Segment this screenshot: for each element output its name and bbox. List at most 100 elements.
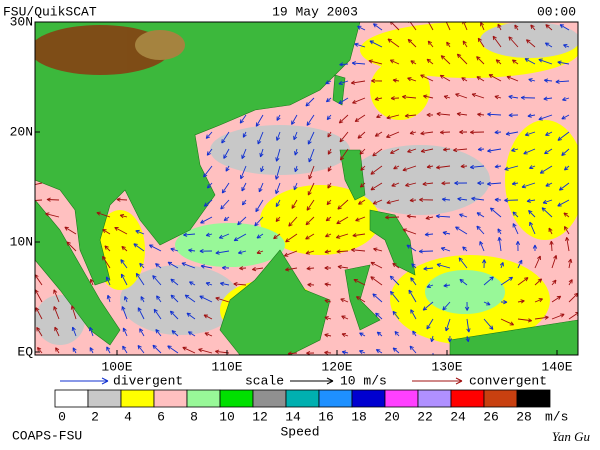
wind-arrow (225, 165, 230, 172)
wind-arrow (105, 276, 111, 286)
wind-arrow (357, 131, 366, 139)
wind-arrow (237, 250, 247, 255)
wind-arrow (459, 278, 468, 286)
wind-arrow (258, 182, 264, 193)
wind-arrow (563, 212, 570, 218)
wind-arrow (293, 182, 298, 191)
wind-arrow (505, 131, 519, 136)
colorbar-label: 0 (58, 409, 66, 424)
wind-arrow (430, 335, 435, 343)
wind-arrow (353, 278, 366, 286)
wind-arrow (487, 112, 502, 117)
wind-arrow (260, 165, 265, 173)
wind-arrow (148, 244, 162, 252)
wind-arrow (203, 165, 213, 178)
wind-arrow (476, 212, 485, 218)
wind-arrow (293, 131, 298, 141)
wind-arrow (471, 196, 485, 201)
wind-arrow (534, 298, 543, 303)
wind-arrow (407, 148, 417, 153)
wind-arrow (184, 294, 196, 303)
wind-arrow (325, 97, 332, 103)
wind-arrow (275, 199, 281, 208)
wind-arrow (187, 331, 196, 337)
wind-arrow (370, 182, 383, 191)
scale-label: scale (245, 373, 284, 388)
wind-arrow (182, 346, 196, 354)
wind-arrow (426, 164, 434, 169)
wind-arrow (155, 263, 162, 269)
wind-arrow (215, 250, 230, 255)
wind-arrow (170, 278, 179, 286)
wind-arrow (426, 318, 434, 330)
wind-arrow (394, 330, 400, 337)
wind-arrow (326, 114, 332, 121)
wind-arrow (376, 331, 383, 337)
wind-arrow (355, 216, 366, 222)
wind-arrow (544, 148, 553, 155)
wind-arrow (456, 111, 468, 117)
wind-arrow (153, 308, 162, 320)
wind-arrow (458, 257, 468, 269)
colorbar-label: 12 (252, 409, 268, 424)
wind-arrow (443, 283, 451, 288)
wind-arrow (341, 350, 349, 355)
wind-arrow (337, 264, 349, 270)
wind-arrow (386, 114, 400, 120)
wind-arrow (453, 147, 468, 153)
wind-arrow (137, 307, 145, 320)
wind-arrow (390, 96, 400, 101)
wind-arrow (477, 180, 485, 186)
colorbar-label: 24 (450, 409, 466, 424)
wind-arrow (327, 182, 332, 189)
wind-arrow (351, 61, 366, 66)
wind-arrow (242, 131, 247, 138)
wind-arrow (480, 22, 485, 31)
wind-arrow (140, 296, 145, 303)
wind-arrow (167, 345, 179, 354)
scale-arrowhead (326, 377, 334, 385)
wind-arrow (325, 233, 332, 238)
wind-arrow (534, 255, 541, 269)
wind-arrow (517, 277, 529, 286)
wind-arrow (436, 111, 451, 117)
wind-arrow (446, 41, 451, 48)
lon-label: 100E (101, 359, 132, 374)
wind-arrow (181, 262, 196, 269)
colorbar-box (450, 389, 485, 408)
wind-arrow (206, 148, 213, 156)
wind-arrow (386, 199, 400, 205)
wind-arrow (402, 165, 417, 172)
wind-arrow (534, 315, 549, 320)
wind-arrow (545, 131, 553, 136)
wind-arrow (483, 276, 494, 286)
wind-arrow (436, 263, 451, 269)
wind-arrow (199, 249, 213, 254)
wind-arrow (486, 181, 502, 186)
wind-arrow (426, 283, 434, 289)
wind-arrow (488, 74, 502, 82)
wind-arrow (411, 263, 417, 269)
wind-arrow (218, 233, 230, 239)
wind-arrow (393, 165, 400, 170)
lon-label: 140E (541, 359, 572, 374)
colorbar-label: 20 (384, 409, 400, 424)
wind-arrow (477, 147, 485, 152)
wind-arrow (308, 148, 315, 163)
wind-arrow (406, 214, 417, 219)
wind-arrow (538, 114, 553, 121)
wind-arrow (203, 314, 213, 320)
wind-arrow (102, 255, 111, 269)
wind-arrow (170, 247, 179, 252)
wind-arrow (483, 318, 494, 330)
wind-arrow (551, 295, 562, 303)
land (35, 22, 578, 355)
wind-arrow (469, 130, 485, 135)
wind-arrow (372, 23, 383, 31)
wind-arrow (254, 216, 264, 227)
wind-arrow (559, 24, 570, 31)
colorbar-box (318, 389, 353, 408)
wind-arrow (497, 23, 502, 31)
wind-arrow (511, 59, 519, 65)
